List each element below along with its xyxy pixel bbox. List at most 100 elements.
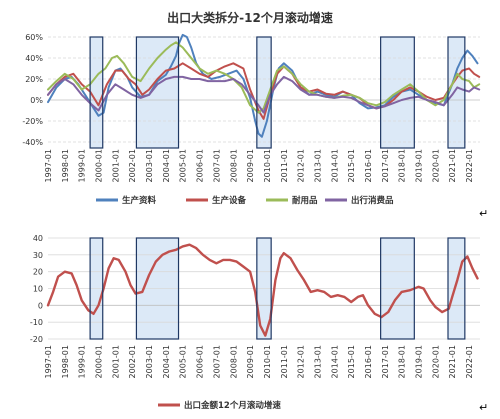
x-tick-label: 2021-01 <box>448 149 457 182</box>
x-tick-label: 2013-01 <box>313 345 322 378</box>
shaded-period-border <box>135 237 180 340</box>
shaded-period-border <box>380 36 415 149</box>
x-tick-label: 2007-01 <box>212 149 221 182</box>
x-tick-label: 2004-01 <box>162 149 171 182</box>
top-y-axis-ticks: 60% 40% 20% 0% -20% -40% <box>22 33 43 147</box>
x-tick-label: 1998-01 <box>61 149 70 182</box>
series-line <box>46 243 479 337</box>
top-gridlines <box>48 36 480 143</box>
series-line <box>47 41 481 114</box>
x-tick-label: 2017-01 <box>381 345 390 378</box>
bottom-series-lines <box>46 243 479 337</box>
x-tick-label: 2019-01 <box>415 345 424 378</box>
y-tick-label: 20 <box>33 268 43 277</box>
legend-label: 生产设备 <box>212 195 247 206</box>
x-tick-label: 2014-01 <box>330 345 339 378</box>
x-tick-label: 2016-01 <box>364 149 373 182</box>
x-tick-label: 1999-01 <box>78 149 87 182</box>
y-tick-label: -10 <box>30 318 43 327</box>
y-tick-label: -20% <box>22 117 43 126</box>
y-tick-label: 20% <box>25 75 43 84</box>
shaded-period-border <box>89 36 104 149</box>
top-shading-borders <box>89 36 466 149</box>
y-tick-label: 0 <box>38 301 43 310</box>
x-tick-label: 2013-01 <box>313 149 322 182</box>
shaded-period-border <box>447 237 466 340</box>
x-tick-label: 2021-01 <box>448 345 457 378</box>
x-tick-label: 2007-01 <box>212 345 221 378</box>
legend-label: 出行消费品 <box>351 195 394 206</box>
y-tick-label: -20 <box>30 335 43 344</box>
top-chart: 60% 40% 20% 0% -20% -40% 1997-01 1998-01 1999-0… <box>22 10 481 206</box>
x-tick-label: 2011-01 <box>280 345 289 378</box>
x-tick-label: 1998-01 <box>61 345 70 378</box>
paragraph-mark: ↵ <box>479 207 488 220</box>
x-tick-label: 2018-01 <box>398 149 407 182</box>
x-tick-label: 2002-01 <box>128 345 137 378</box>
x-tick-label: 2008-01 <box>229 149 238 182</box>
top-series-lines <box>47 33 481 138</box>
y-tick-label: 10 <box>33 285 43 294</box>
shaded-period-border <box>256 237 272 340</box>
top-legend: 生产资料 生产设备 耐用品 出行消费品 <box>96 195 394 206</box>
x-tick-label: 2018-01 <box>398 345 407 378</box>
y-tick-label: -40% <box>22 138 43 147</box>
x-tick-label: 2012-01 <box>297 149 306 182</box>
y-tick-label: 0% <box>30 96 43 105</box>
bottom-legend: 出口金额12个月滚动增速 <box>158 400 281 411</box>
x-tick-label: 2006-01 <box>196 345 205 378</box>
legend-label: 耐用品 <box>292 195 318 206</box>
x-tick-label: 2020-01 <box>431 345 440 378</box>
top-shading-layer <box>90 37 465 148</box>
x-tick-label: 2002-01 <box>128 149 137 182</box>
x-tick-label: 1997-01 <box>44 345 53 378</box>
y-tick-label: 40% <box>25 54 43 63</box>
x-tick-label: 1997-01 <box>44 149 53 182</box>
series-line <box>47 75 481 114</box>
x-tick-label: 2000-01 <box>95 149 104 182</box>
shaded-period <box>136 37 179 148</box>
bottom-x-axis-ticks: 1997-01 1998-01 1999-01 2000-01 2001-01 2002-… <box>44 345 474 378</box>
y-tick-label: 30 <box>33 251 43 260</box>
x-tick-label: 2016-01 <box>364 345 373 378</box>
legend-label: 生产资料 <box>122 195 157 206</box>
x-tick-label: 2022-01 <box>465 345 474 378</box>
shaded-period <box>448 37 465 148</box>
x-tick-label: 2001-01 <box>111 345 120 378</box>
top-chart-title: 出口大类拆分-12个月滚动增速 <box>167 10 333 25</box>
shaded-period-border <box>380 237 415 340</box>
x-tick-label: 2001-01 <box>111 149 120 182</box>
x-tick-label: 2004-01 <box>162 345 171 378</box>
shaded-period <box>90 37 103 148</box>
x-tick-label: 2008-01 <box>229 345 238 378</box>
y-tick-label: 40 <box>33 234 43 243</box>
shaded-period-border <box>89 237 104 340</box>
x-tick-label: 2005-01 <box>179 149 188 182</box>
x-tick-label: 2010-01 <box>263 149 272 182</box>
top-x-axis-ticks: 1997-01 1998-01 1999-01 2000-01 2001-01 2002-… <box>44 149 474 182</box>
x-tick-label: 2015-01 <box>347 345 356 378</box>
x-tick-label: 2000-01 <box>95 345 104 378</box>
x-tick-label: 1999-01 <box>78 345 87 378</box>
bottom-chart: 40 30 20 10 0 -10 -20 1997-01 1998-01 1999-01 200… <box>30 234 480 411</box>
x-tick-label: 2010-01 <box>263 345 272 378</box>
x-tick-label: 2011-01 <box>280 149 289 182</box>
x-tick-label: 2005-01 <box>179 345 188 378</box>
shaded-period-border <box>256 36 272 149</box>
paragraph-mark: ↵ <box>479 401 488 414</box>
bottom-y-axis-ticks: 40 30 20 10 0 -10 -20 <box>30 234 43 344</box>
x-tick-label: 2003-01 <box>145 149 154 182</box>
x-tick-label: 2015-01 <box>347 149 356 182</box>
bottom-shading-borders <box>89 237 466 340</box>
x-tick-label: 2009-01 <box>246 149 255 182</box>
shaded-period-border <box>447 36 466 149</box>
shaded-period-border <box>135 36 180 149</box>
y-tick-label: 60% <box>25 33 43 42</box>
x-tick-label: 2014-01 <box>330 149 339 182</box>
x-tick-label: 2003-01 <box>145 345 154 378</box>
x-tick-label: 2012-01 <box>297 345 306 378</box>
x-tick-label: 2022-01 <box>465 149 474 182</box>
x-tick-label: 2006-01 <box>196 149 205 182</box>
x-tick-label: 2020-01 <box>431 149 440 182</box>
